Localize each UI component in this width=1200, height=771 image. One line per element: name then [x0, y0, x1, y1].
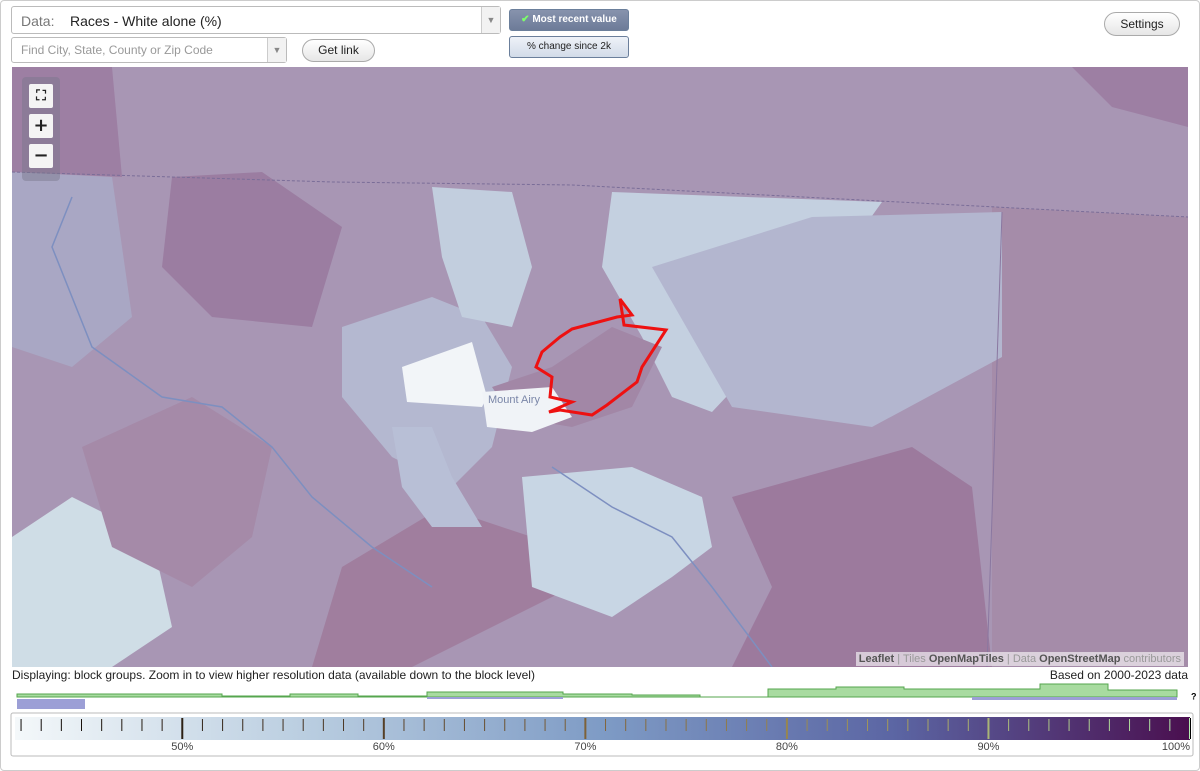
most-recent-toggle[interactable]: ✔ Most recent value	[509, 9, 629, 31]
most-recent-label: Most recent value	[532, 14, 617, 25]
dropdown-arrow: ▼	[481, 7, 500, 33]
region	[992, 207, 1188, 667]
region	[402, 342, 487, 407]
separator: |	[1006, 653, 1010, 665]
settings-button[interactable]: Settings	[1104, 12, 1180, 36]
data-selector[interactable]: Data: Races - White alone (%) ▼	[11, 6, 501, 34]
attribution-text: Tiles	[902, 653, 926, 665]
region	[12, 172, 132, 367]
search-placeholder: Find City, State, County or Zip Code	[21, 43, 213, 57]
separator: |	[897, 653, 901, 665]
data-label: Data:	[21, 13, 55, 29]
region	[82, 397, 272, 587]
check-icon: ✔	[521, 14, 530, 25]
data-value: Races - White alone (%)	[70, 13, 222, 29]
map-layer: Mount Airy	[12, 67, 1188, 667]
dropdown-arrow: ▼	[267, 38, 286, 62]
attribution: Leaflet | Tiles OpenMapTiles | Data Open…	[855, 652, 1184, 666]
county-border	[986, 211, 1003, 667]
search-box[interactable]: Find City, State, County or Zip Code ▼	[11, 37, 287, 63]
selected-boundary	[534, 298, 669, 417]
attribution-link[interactable]: Leaflet	[858, 653, 895, 665]
map[interactable]: Mount Airy ⛶ + − Leaflet | Tiles OpenMap…	[12, 67, 1188, 667]
attribution-text: contributors	[1123, 653, 1181, 665]
region	[162, 172, 342, 327]
region	[732, 447, 992, 667]
region	[392, 427, 482, 527]
percent-change-toggle[interactable]: % change since 2k	[509, 36, 629, 58]
place-label: Mount Airy	[488, 394, 540, 406]
zoom-in-button[interactable]: +	[29, 114, 53, 138]
displaying-note: Displaying: block groups. Zoom in to vie…	[12, 668, 535, 682]
region	[312, 507, 572, 667]
region	[432, 187, 532, 327]
region	[1072, 67, 1188, 127]
region	[522, 467, 712, 617]
river	[51, 196, 773, 667]
state-border	[12, 171, 1188, 218]
get-link-button[interactable]: Get link	[302, 39, 375, 62]
attribution-link[interactable]: OpenMapTiles	[928, 653, 1004, 665]
attribution-link[interactable]: OpenStreetMap	[1039, 653, 1121, 665]
region	[652, 212, 1002, 427]
fullscreen-button[interactable]: ⛶	[29, 84, 53, 108]
zoom-out-button[interactable]: −	[29, 144, 53, 168]
attribution-text: Data	[1012, 653, 1037, 665]
based-on-note: Based on 2000-2023 data	[1049, 668, 1188, 682]
